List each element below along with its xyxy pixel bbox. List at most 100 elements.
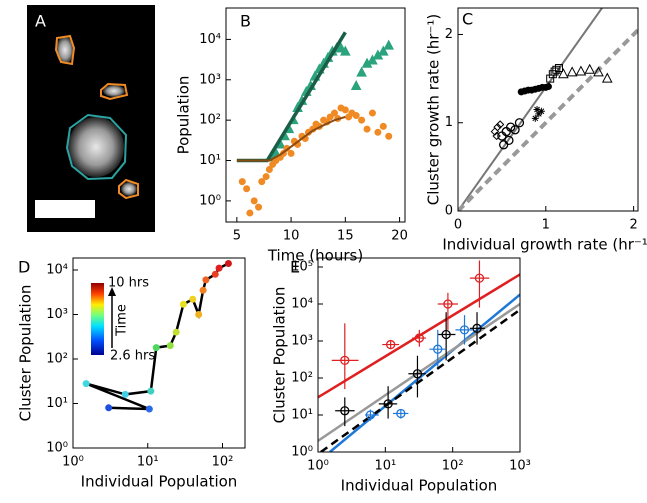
point (196, 311, 202, 317)
axes-frame (318, 258, 520, 452)
x-tick-label: 10² (212, 455, 234, 470)
x-tick-label: 1 (542, 218, 550, 233)
point (83, 381, 89, 387)
x-axis-label: Time (hours) (267, 247, 363, 265)
point (146, 406, 152, 412)
point (357, 68, 366, 77)
colorbar-bottom-label: 2.6 hrs (110, 349, 155, 364)
y-tick-label: 10⁴ (46, 262, 68, 277)
panel: 10⁰ 10¹ 10² 10⁰ 10¹ 10² 10³ 10⁴ Individual Popul… (17, 258, 246, 491)
point (247, 210, 253, 216)
y-axis-label: Cluster Population (271, 287, 289, 424)
point (106, 405, 112, 411)
y-tick-label: 10² (199, 113, 221, 128)
point (239, 179, 245, 185)
point (576, 67, 585, 76)
cell (103, 85, 125, 97)
y-tick-label: 10⁰ (199, 193, 221, 208)
series-line (318, 304, 520, 441)
y-tick-label: 10⁴ (291, 296, 313, 311)
point (203, 277, 209, 283)
y-tick-label: 10³ (46, 307, 68, 322)
panel-label: C (462, 10, 473, 29)
point (375, 129, 381, 135)
point (256, 204, 262, 210)
point (148, 388, 154, 394)
point (386, 133, 392, 139)
point (200, 287, 206, 293)
x-tick-label: 10¹ (374, 459, 396, 474)
y-tick-label: 2 (445, 27, 453, 42)
x-tick-label: 10⁰ (62, 455, 84, 470)
panel-label: D (18, 258, 30, 277)
point (353, 113, 359, 119)
point (384, 41, 393, 50)
y-tick-label: 10² (46, 351, 68, 366)
x-tick-label: 5 (233, 229, 241, 244)
y-axis-label: Cluster growth rate (hr⁻¹) (425, 14, 443, 206)
point (502, 128, 510, 136)
y-tick-label: 10¹ (46, 396, 68, 411)
y-tick-label: 10⁴ (199, 32, 221, 47)
x-tick-label: 20 (391, 229, 408, 244)
image-panel: A (27, 5, 155, 232)
y-tick-label: 10⁰ (291, 445, 313, 460)
point (122, 391, 128, 397)
axes-frame (458, 8, 638, 211)
cell (121, 182, 137, 196)
y-axis-label: Cluster Population (17, 285, 35, 422)
colorbar-top-label: 10 hrs (108, 276, 149, 291)
y-tick-label: 10⁰ (46, 441, 68, 456)
x-tick-label: 10² (442, 459, 464, 474)
cluster (68, 117, 124, 177)
series-line (458, 30, 638, 211)
point (180, 301, 186, 307)
point (263, 174, 269, 180)
y-tick-label: 1 (445, 115, 453, 130)
y-tick-label: 10³ (199, 72, 221, 87)
point (259, 179, 265, 185)
panel-label: A (35, 12, 46, 31)
point (532, 115, 539, 122)
plot-area (458, 8, 638, 211)
point (244, 186, 250, 192)
point (288, 150, 294, 156)
panel-label: E (290, 258, 300, 277)
x-tick-label: 10³ (509, 459, 531, 474)
plot-area (83, 260, 231, 412)
y-tick-label: 10³ (291, 333, 313, 348)
x-tick-label: 0 (454, 218, 462, 233)
x-tick-label: 10⁰ (307, 459, 329, 474)
point (212, 271, 218, 277)
point (369, 110, 375, 116)
point (216, 265, 222, 271)
y-tick-label: 10¹ (291, 407, 313, 422)
x-tick-label: 10¹ (137, 455, 159, 470)
figure: A 10 hrs 2.6 hrs Time 510152010⁰10¹10²10… (0, 0, 647, 503)
point (352, 81, 361, 90)
x-axis-label: Individual Population (81, 473, 238, 491)
point (359, 117, 365, 123)
colorbar-title: Time (115, 304, 130, 337)
y-tick-label: 0 (445, 204, 453, 219)
plot-area (237, 32, 393, 216)
axes-frame (226, 8, 405, 222)
point (545, 84, 551, 90)
plot-area (318, 260, 520, 452)
x-axis-label: Individual Population (341, 477, 498, 495)
point (153, 345, 159, 351)
point (603, 74, 612, 83)
colorbar: 10 hrs 2.6 hrs Time (91, 276, 155, 364)
y-axis-label: Population (175, 76, 193, 155)
x-tick-label: 15 (337, 229, 354, 244)
point (251, 198, 257, 204)
point (585, 65, 594, 74)
point (167, 343, 173, 349)
y-tick-label: 10¹ (199, 153, 221, 168)
point (173, 329, 179, 335)
point (331, 110, 337, 116)
y-tick-label: 10² (291, 370, 313, 385)
